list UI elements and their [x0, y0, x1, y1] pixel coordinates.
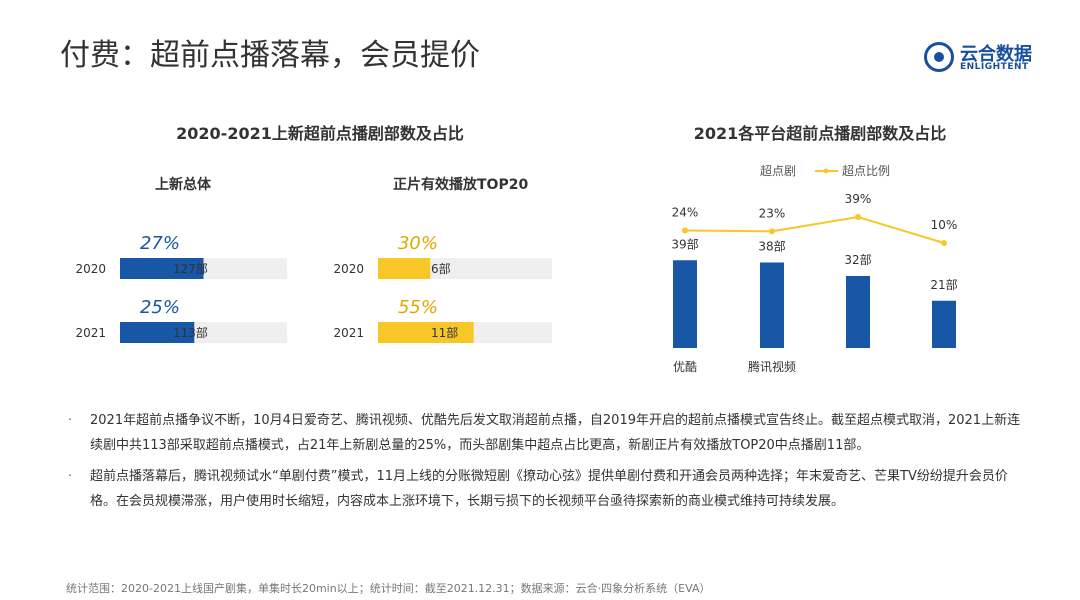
line-point [855, 214, 861, 220]
bar [378, 322, 474, 343]
right-panel-title: 2021各平台超前点播剧部数及占比 [693, 124, 947, 143]
line-value-label: 24% [672, 205, 699, 219]
category-label: 优酷 [673, 360, 697, 374]
line-point [941, 240, 947, 246]
bar [846, 276, 870, 348]
line-point [682, 227, 688, 234]
logo-text-cn: 云合数据 [960, 44, 1032, 65]
bar [760, 262, 784, 348]
share-label: 25% [140, 297, 180, 318]
bar-value-label: 127部 [173, 261, 208, 276]
bar [120, 322, 195, 343]
category-label: 2020 [333, 262, 364, 276]
series-line [684, 215, 945, 244]
chart1-title: 上新总体 [155, 177, 211, 193]
bar-value-label: 39部 [671, 236, 698, 251]
bar-value-label: 11部 [431, 325, 458, 340]
bullet-text: 2021年超前点播争议不断，10月4日爱奇艺、腾讯视频、优酷先后发文取消超前点播… [90, 413, 1021, 453]
bar [378, 258, 431, 279]
bullet-marker: · [68, 469, 73, 484]
category-label: 腾讯视频 [748, 359, 796, 374]
bar-value-label: 38部 [758, 239, 785, 254]
bar-value-label: 113部 [173, 325, 208, 340]
bar [932, 300, 956, 348]
bar-value-label: 6部 [431, 261, 451, 276]
share-label: 27% [140, 233, 180, 254]
chart2-title: 正片有效播放TOP20 [393, 177, 529, 193]
legend-line-marker [823, 168, 829, 174]
logo-text-en: ENLIGHTENT [960, 62, 1029, 72]
bar-value-label: 32部 [844, 252, 871, 267]
bullet-text: 超前点播落幕后，腾讯视频试水“单剧付费”模式，11月上线的分账微短剧《撩动心弦》… [90, 469, 1008, 509]
bullet-item: · 超前点播落幕后，腾讯视频试水“单剧付费”模式，11月上线的分账微短剧《撩动心… [66, 464, 1026, 514]
line-value-label: 23% [759, 206, 786, 220]
bullet-list: · 2021年超前点播争议不断，10月4日爱奇艺、腾讯视频、优酷先后发文取消超前… [66, 408, 1026, 520]
bar-value-label: 21部 [930, 277, 957, 292]
page-title: 付费：超前点播落幕，会员提价 [60, 38, 480, 73]
bullet-marker: · [68, 413, 73, 428]
charts-canvas: 127部 2020 27% 113部 2021 25% 6部 2020 30% 11部 2021 55… [75, 163, 958, 374]
left-panel-title: 2020-2021上新超前点播剧部数及占比 [176, 124, 464, 143]
line-value-label: 10% [931, 218, 958, 232]
share-label: 55% [398, 297, 438, 318]
line-point [769, 228, 775, 235]
category-label: 2021 [75, 326, 106, 340]
line-value-label: 39% [845, 192, 872, 206]
category-label: 2020 [75, 262, 106, 276]
category-label: 2021 [333, 326, 364, 340]
bar [120, 258, 204, 279]
brand-logo: 云合数据 ENLIGHTENT [924, 38, 1054, 78]
bar [673, 260, 697, 348]
legend-label-line: 超点比例 [842, 163, 890, 178]
logo-mark-icon [924, 42, 954, 72]
footer-note: 统计范围：2020-2021上线国产剧集，单集时长20min以上；统计时间：截至… [66, 582, 711, 595]
legend-label-bar: 超点剧 [760, 163, 796, 178]
share-label: 30% [398, 233, 438, 254]
bullet-item: · 2021年超前点播争议不断，10月4日爱奇艺、腾讯视频、优酷先后发文取消超前… [66, 408, 1026, 458]
